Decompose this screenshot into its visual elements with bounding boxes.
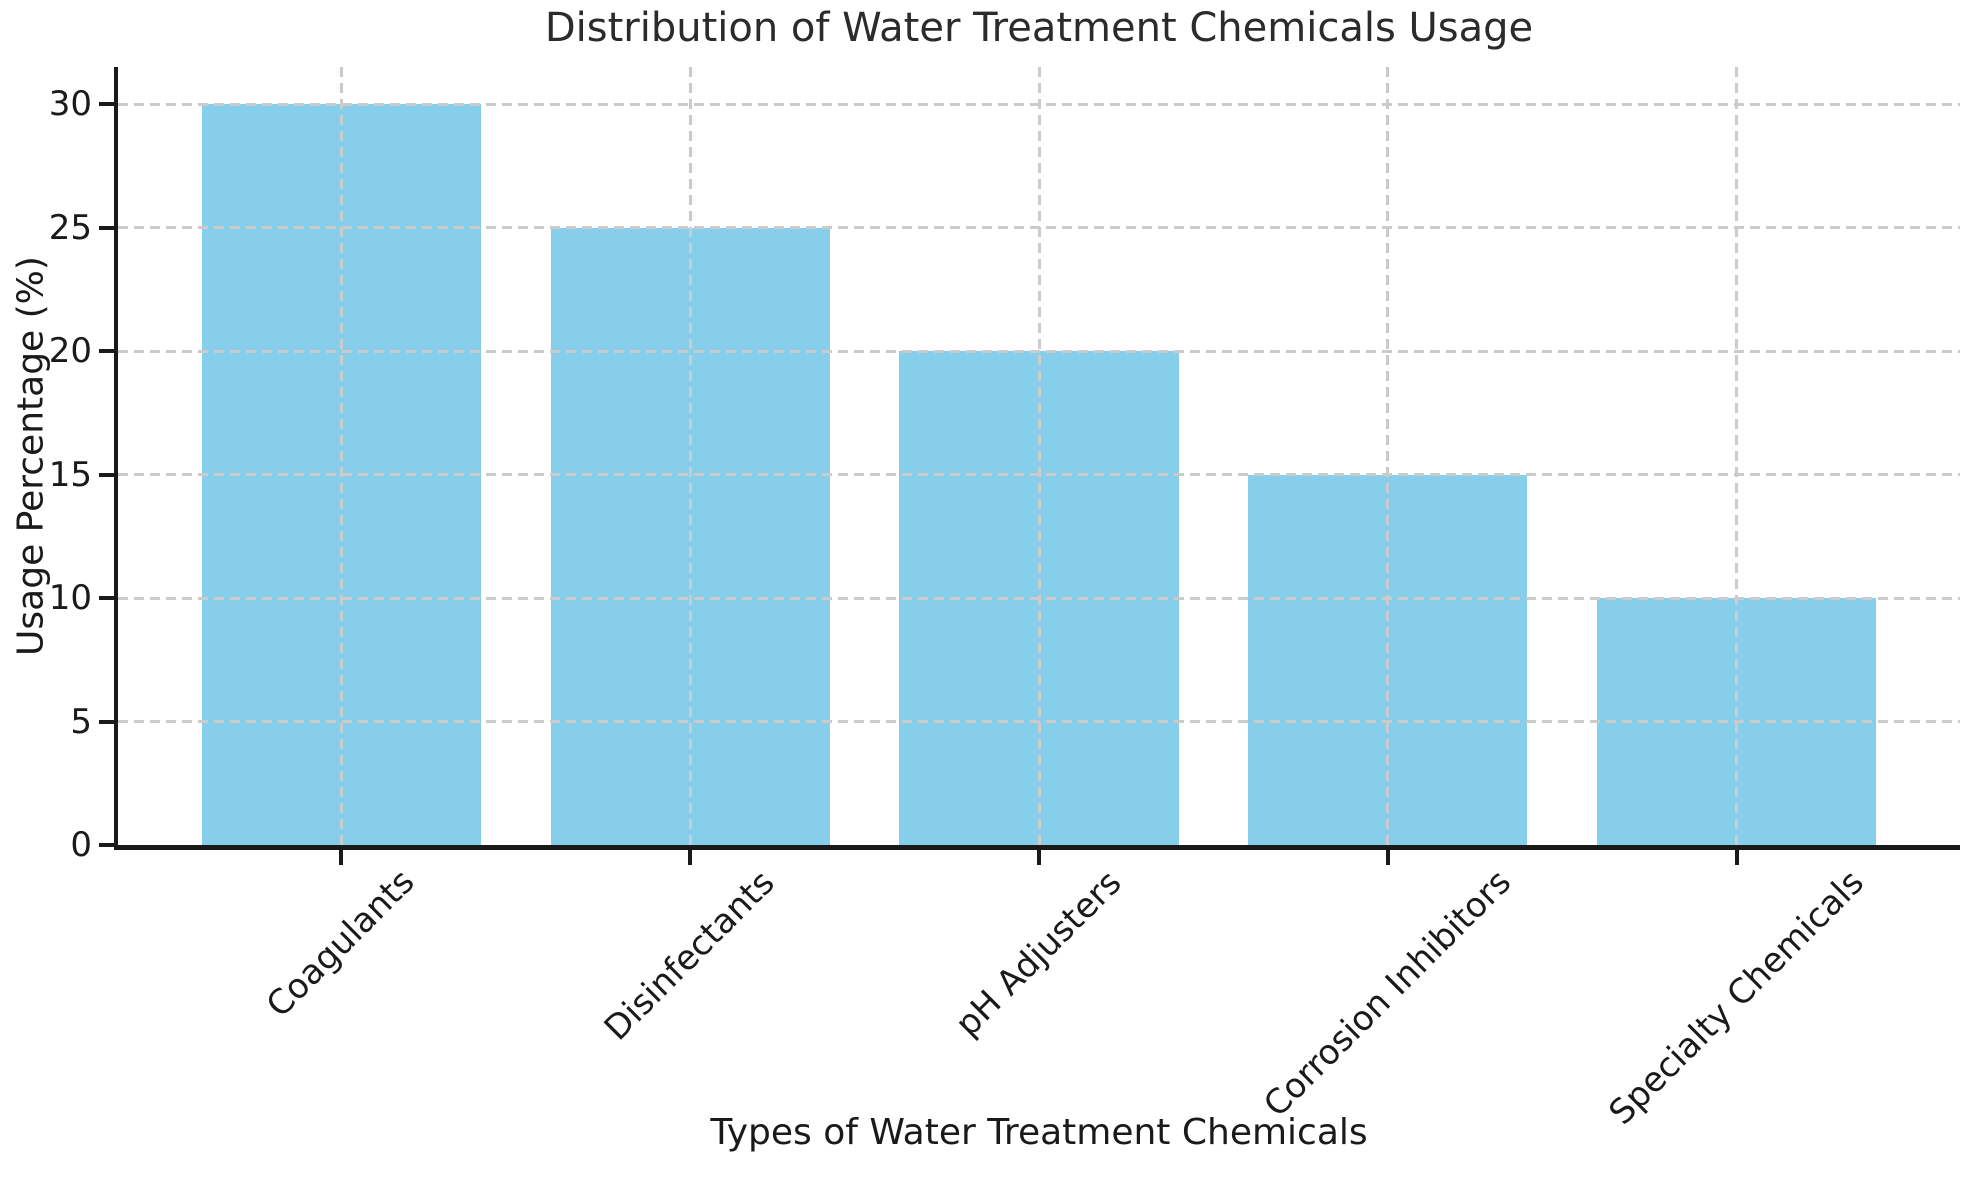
x-tick-mark (1037, 850, 1041, 865)
plot-area: 0 5 10 15 20 25 30 Coagulants Disinfectants pH Ad… (49, 67, 1960, 1132)
x-gridline (688, 67, 692, 845)
x-tick-label: Corrosion Inhibitors (1256, 862, 1519, 1126)
y-tick-mark (99, 102, 114, 107)
y-tick-label: 5 (70, 701, 92, 742)
y-tick-mark (99, 225, 114, 230)
x-tick-mark (1385, 850, 1390, 865)
y-tick-label: 0 (70, 825, 92, 865)
y-tick-label: 15 (48, 454, 92, 495)
y-tick-label: 30 (48, 84, 92, 125)
x-tick-mark (688, 850, 693, 865)
x-gridline (339, 67, 343, 845)
chart-title: Distribution of Water Treatment Chemical… (544, 5, 1534, 51)
x-tick-mark (339, 850, 344, 865)
y-tick-label: 20 (48, 331, 92, 372)
x-gridline (1735, 67, 1739, 845)
y-tick-mark (99, 349, 114, 354)
y-tick-label: 10 (48, 578, 92, 619)
x-tick-label: Disinfectants (596, 862, 783, 1049)
y-tick-mark (99, 719, 114, 724)
y-tick-mark (99, 843, 114, 847)
x-tick-mark (1734, 850, 1739, 865)
x-tick-label: Specialty Chemicals (1601, 862, 1872, 1133)
x-tick-label: pH Adjusters (947, 862, 1130, 1044)
x-gridline (1386, 67, 1390, 845)
y-tick-mark (99, 596, 114, 601)
x-gridline (1037, 67, 1041, 845)
y-tick-label: 25 (48, 207, 92, 248)
y-axis-label: Usage Percentage (%) (10, 256, 52, 656)
x-axis-label: Types of Water Treatment Chemicals (710, 1112, 1368, 1153)
x-tick-label: Coagulants (259, 862, 423, 1026)
y-tick-mark (99, 472, 114, 477)
